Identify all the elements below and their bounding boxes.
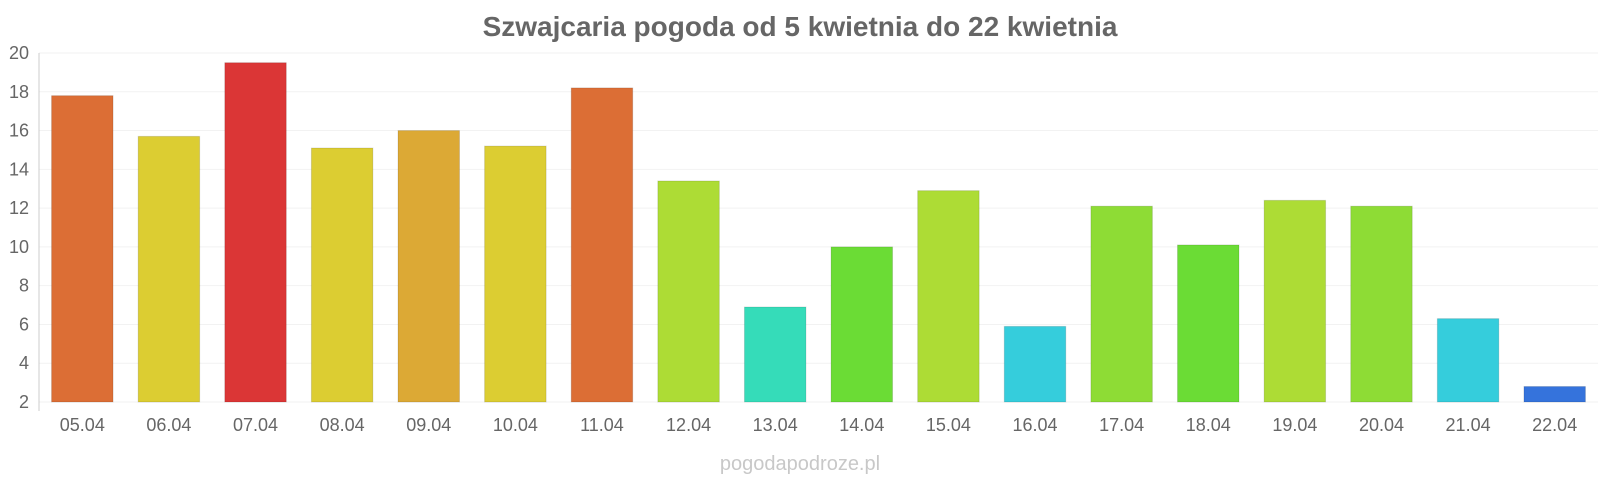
y-tick-label: 16 — [9, 121, 29, 141]
watermark-text: pogodapodroze.pl — [720, 453, 880, 475]
y-tick-label: 2 — [19, 392, 29, 412]
bar-19.04 — [1263, 199, 1327, 403]
x-tick-label: 07.04 — [233, 415, 278, 435]
x-tick-label: 16.04 — [1013, 415, 1058, 435]
y-tick-label: 20 — [9, 43, 29, 63]
bar-10.04 — [484, 145, 547, 403]
x-tick-label: 06.04 — [146, 415, 191, 435]
chart-title: Szwajcaria pogoda od 5 kwietnia do 22 kw… — [483, 11, 1118, 42]
x-axis-ticks: 05.04 06.04 07.04 08.04 09.04 10.04 11.04 12.04… — [60, 415, 1577, 435]
x-tick-label: 17.04 — [1099, 415, 1144, 435]
bar-06.04 — [137, 135, 201, 403]
gridlines — [39, 52, 1598, 403]
y-tick-label: 12 — [9, 198, 29, 218]
y-tick-label: 18 — [9, 82, 29, 102]
bar-14.04 — [830, 246, 894, 403]
x-tick-label: 11.04 — [580, 415, 624, 435]
bar-09.04 — [397, 130, 460, 403]
y-tick-label: 6 — [19, 314, 29, 334]
bar-12.04 — [657, 180, 720, 403]
bar-13.04 — [743, 306, 807, 403]
bar-17.04 — [1090, 205, 1153, 403]
bar-07.04 — [224, 62, 287, 403]
x-tick-label: 21.04 — [1446, 415, 1491, 435]
y-axis-ticks: 2 4 6 8 10 12 14 16 18 20 — [9, 43, 29, 412]
x-tick-label: 15.04 — [926, 415, 971, 435]
bar-18.04 — [1177, 244, 1240, 403]
y-tick-label: 8 — [19, 276, 29, 296]
x-tick-label: 10.04 — [493, 415, 538, 435]
bar-22.04 — [1523, 385, 1586, 403]
x-tick-label: 22.04 — [1532, 415, 1577, 435]
y-tick-label: 14 — [9, 159, 29, 179]
x-tick-label: 18.04 — [1186, 415, 1231, 435]
bar-08.04 — [310, 147, 374, 403]
x-tick-label: 05.04 — [60, 415, 105, 435]
x-tick-label: 13.04 — [753, 415, 798, 435]
y-tick-label: 10 — [9, 237, 29, 257]
x-tick-label: 08.04 — [320, 415, 365, 435]
bar-21.04 — [1436, 318, 1500, 403]
x-tick-label: 09.04 — [406, 415, 451, 435]
bar-11.04 — [570, 87, 634, 403]
x-tick-label: 19.04 — [1272, 415, 1317, 435]
bar-16.04 — [1003, 325, 1067, 403]
x-tick-label: 20.04 — [1359, 415, 1404, 435]
x-tick-label: 14.04 — [839, 415, 884, 435]
bar-15.04 — [917, 190, 980, 403]
bars — [51, 62, 1586, 403]
bar-20.04 — [1350, 205, 1413, 403]
bar-05.04 — [51, 95, 114, 403]
y-tick-label: 4 — [19, 353, 29, 373]
x-tick-label: 12.04 — [666, 415, 711, 435]
